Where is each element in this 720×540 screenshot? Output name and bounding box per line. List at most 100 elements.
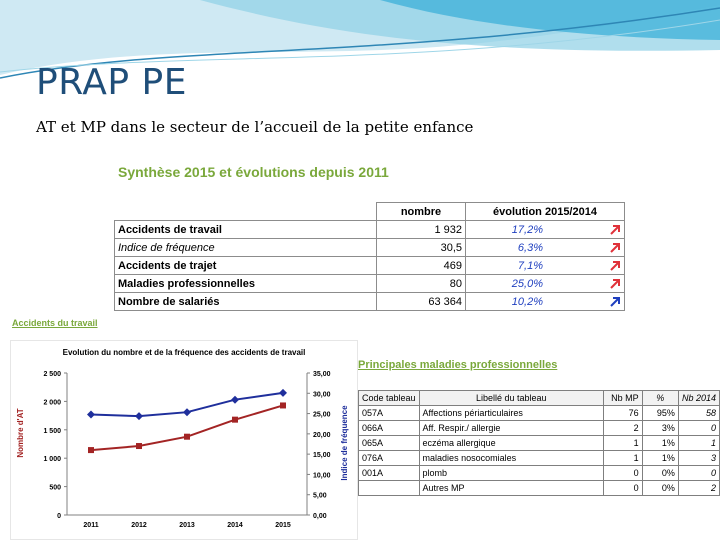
- maladies-row: 057A Affections périarticulaires 76 95% …: [358, 405, 720, 421]
- synthesis-label: Maladies professionnelles: [114, 274, 377, 293]
- maladies-pct: 1%: [641, 435, 679, 451]
- y-tick-label: 500: [49, 485, 61, 492]
- maladies-libelle: Affections périarticulaires: [418, 405, 604, 421]
- synthesis-arrow-cell: [546, 220, 625, 239]
- synthesis-evolution: 25,0%: [465, 274, 546, 293]
- synthesis-evolution: 6,3%: [465, 238, 546, 257]
- x-tick-label: 2011: [83, 522, 98, 529]
- synthesis-row: Accidents de trajet 469 7,1%: [114, 256, 625, 275]
- maladies-nb: 1: [602, 450, 643, 466]
- up-arrow-icon: [610, 278, 620, 289]
- data-point-diamond: [279, 388, 287, 397]
- y2-tick-label: 30,00: [313, 391, 331, 398]
- at-evolution-chart: Evolution du nombre et de la fréquence d…: [16, 348, 349, 529]
- data-point-square: [88, 447, 94, 454]
- chart-y2label: Indice de fréquence: [340, 405, 349, 481]
- data-point-square: [184, 433, 190, 440]
- chart-ylabel: Nombre d'AT: [16, 408, 25, 457]
- data-point-square: [280, 402, 286, 409]
- maladies-code: 076A: [358, 450, 420, 466]
- maladies-pct: 0%: [641, 465, 679, 481]
- synthesis-arrow-cell: [546, 292, 625, 311]
- y2-tick-label: 10,00: [313, 472, 331, 479]
- up-arrow-icon: [610, 296, 620, 307]
- maladies-nb: 76: [602, 405, 643, 421]
- up-arrow-icon: [610, 242, 620, 253]
- data-point-diamond: [87, 410, 95, 419]
- maladies-pct: 3%: [641, 420, 679, 436]
- maladies-nb: 0: [602, 480, 643, 496]
- slide-title: PRAP PE: [36, 62, 187, 103]
- maladies-pct: 0%: [641, 480, 679, 496]
- maladies-row: 066A Aff. Respir./ allergie 2 3% 0: [358, 420, 720, 436]
- data-point-square: [232, 416, 238, 423]
- maladies-libelle: Autres MP: [418, 480, 604, 496]
- maladies-title: Principales maladies professionnelles: [358, 359, 558, 371]
- chart-title: Evolution du nombre et de la fréquence d…: [63, 348, 306, 357]
- y2-tick-label: 15,00: [313, 452, 331, 459]
- data-point-diamond: [135, 412, 143, 421]
- y-tick-label: 1 500: [43, 428, 61, 435]
- maladies-nb: 1: [602, 435, 643, 451]
- y2-tick-label: 35,00: [313, 371, 331, 378]
- maladies-code: [358, 480, 420, 496]
- synthesis-header-row: nombre évolution 2015/2014: [115, 202, 625, 221]
- x-tick-label: 2013: [179, 522, 195, 529]
- synthesis-row: Accidents de travail 1 932 17,2%: [114, 220, 625, 239]
- synthesis-arrow-cell: [546, 256, 625, 275]
- synthesis-header-evolution: évolution 2015/2014: [465, 202, 625, 221]
- maladies-pct: 1%: [641, 450, 679, 466]
- y2-tick-label: 5,00: [313, 493, 327, 500]
- synthesis-label: Nombre de salariés: [114, 292, 377, 311]
- maladies-row: 001A plomb 0 0% 0: [358, 465, 720, 481]
- synthesis-value: 469: [376, 256, 466, 275]
- synthesis-value: 80: [376, 274, 466, 293]
- maladies-libelle: Aff. Respir./ allergie: [418, 420, 604, 436]
- synthesis-header-blank: [115, 203, 377, 221]
- maladies-nb: 0: [602, 465, 643, 481]
- maladies-table: Code tableau Libellé du tableau Nb MP % …: [358, 390, 720, 496]
- y2-tick-label: 25,00: [313, 412, 331, 419]
- synthesis-evolution: 7,1%: [465, 256, 546, 275]
- synthesis-label: Accidents de trajet: [114, 256, 377, 275]
- maladies-header-nb: Nb MP: [602, 390, 643, 406]
- up-arrow-icon: [610, 260, 620, 271]
- up-arrow-icon: [610, 224, 620, 235]
- maladies-header-row: Code tableau Libellé du tableau Nb MP % …: [358, 390, 720, 406]
- y-tick-label: 1 000: [43, 456, 61, 463]
- synthesis-label: Indice de fréquence: [114, 238, 377, 257]
- maladies-nb: 2: [602, 420, 643, 436]
- x-tick-label: 2012: [131, 522, 147, 529]
- synthesis-header-nombre: nombre: [376, 202, 466, 221]
- y-tick-label: 2 000: [43, 399, 61, 406]
- maladies-libelle: eczéma allergique: [418, 435, 604, 451]
- slide-subtitle: AT et MP dans le secteur de l’accueil de…: [36, 118, 474, 136]
- maladies-code: 065A: [358, 435, 420, 451]
- maladies-nb2014: 3: [677, 450, 720, 466]
- accidents-section-label: Accidents du travail: [12, 318, 98, 328]
- header-wave-decoration: [0, 0, 720, 79]
- data-point-diamond: [183, 408, 191, 417]
- maladies-header-code: Code tableau: [358, 390, 420, 406]
- maladies-row: 065A eczéma allergique 1 1% 1: [358, 435, 720, 451]
- maladies-nb2014: 58: [677, 405, 720, 421]
- synthesis-table: nombre évolution 2015/2014 Accidents de …: [114, 202, 625, 311]
- synthesis-value: 30,5: [376, 238, 466, 257]
- x-tick-label: 2014: [227, 522, 243, 529]
- synthesis-evolution: 10,2%: [465, 292, 546, 311]
- synthesis-evolution: 17,2%: [465, 220, 546, 239]
- synthesis-arrow-cell: [546, 274, 625, 293]
- at-chart-panel: Evolution du nombre et de la fréquence d…: [10, 340, 358, 540]
- y-tick-label: 2 500: [43, 371, 61, 378]
- maladies-header-nb2014: Nb 2014: [677, 390, 720, 406]
- maladies-nb2014: 0: [677, 420, 720, 436]
- maladies-row: 076A maladies nosocomiales 1 1% 3: [358, 450, 720, 466]
- synthesis-title: Synthèse 2015 et évolutions depuis 2011: [118, 164, 389, 180]
- data-point-square: [136, 443, 142, 450]
- maladies-code: 001A: [358, 465, 420, 481]
- synthesis-row: Indice de fréquence 30,5 6,3%: [114, 238, 625, 257]
- synthesis-value: 1 932: [376, 220, 466, 239]
- y2-tick-label: 20,00: [313, 432, 331, 439]
- synthesis-label: Accidents de travail: [114, 220, 377, 239]
- maladies-nb2014: 0: [677, 465, 720, 481]
